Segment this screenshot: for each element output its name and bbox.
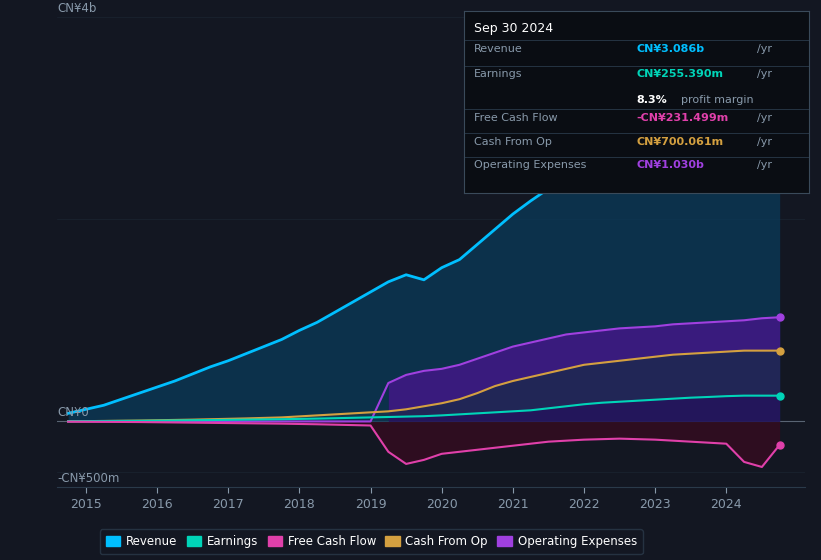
Text: profit margin: profit margin <box>681 95 754 105</box>
Text: -CN¥500m: -CN¥500m <box>57 472 120 485</box>
Text: Sep 30 2024: Sep 30 2024 <box>475 22 553 35</box>
Text: Operating Expenses: Operating Expenses <box>475 160 586 170</box>
Text: Cash From Op: Cash From Op <box>475 137 552 147</box>
Text: CN¥255.390m: CN¥255.390m <box>636 69 723 80</box>
Text: CN¥700.061m: CN¥700.061m <box>636 137 723 147</box>
Legend: Revenue, Earnings, Free Cash Flow, Cash From Op, Operating Expenses: Revenue, Earnings, Free Cash Flow, Cash … <box>100 529 643 554</box>
Text: Revenue: Revenue <box>475 44 523 54</box>
Text: /yr: /yr <box>757 160 772 170</box>
Text: /yr: /yr <box>757 137 772 147</box>
Text: CN¥0: CN¥0 <box>57 407 89 419</box>
Text: 8.3%: 8.3% <box>636 95 667 105</box>
Text: Free Cash Flow: Free Cash Flow <box>475 113 557 123</box>
Text: CN¥1.030b: CN¥1.030b <box>636 160 704 170</box>
Text: CN¥4b: CN¥4b <box>57 2 97 15</box>
Text: /yr: /yr <box>757 44 772 54</box>
Text: /yr: /yr <box>757 113 772 123</box>
Text: /yr: /yr <box>757 69 772 80</box>
Text: CN¥3.086b: CN¥3.086b <box>636 44 704 54</box>
Text: -CN¥231.499m: -CN¥231.499m <box>636 113 728 123</box>
Text: Earnings: Earnings <box>475 69 523 80</box>
